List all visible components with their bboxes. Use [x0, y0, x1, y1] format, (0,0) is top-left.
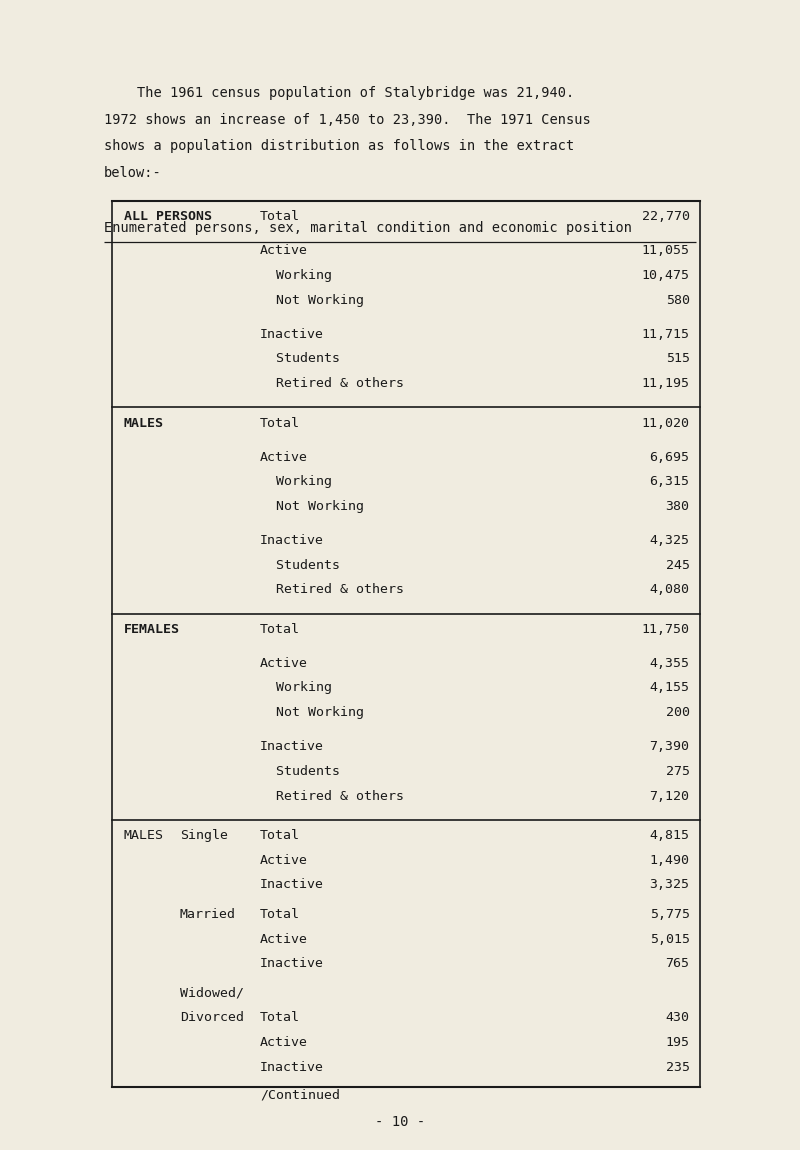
Text: 7,120: 7,120 [650, 790, 690, 803]
Text: ALL PERSONS: ALL PERSONS [124, 210, 212, 223]
Text: 200: 200 [666, 706, 690, 719]
Text: Working: Working [260, 475, 332, 489]
Text: 3,325: 3,325 [650, 879, 690, 891]
Text: Inactive: Inactive [260, 879, 324, 891]
Text: Active: Active [260, 1036, 308, 1049]
Text: Students: Students [260, 765, 340, 777]
Text: MALES: MALES [124, 416, 164, 430]
Text: Inactive: Inactive [260, 957, 324, 971]
Text: Total: Total [260, 623, 300, 636]
Text: Retired & others: Retired & others [260, 583, 404, 597]
Text: Active: Active [260, 451, 308, 463]
Text: 380: 380 [666, 500, 690, 513]
Text: Students: Students [260, 559, 340, 572]
Text: Retired & others: Retired & others [260, 377, 404, 390]
Text: Active: Active [260, 933, 308, 945]
Text: 11,715: 11,715 [642, 328, 690, 340]
Text: 4,815: 4,815 [650, 829, 690, 842]
Text: Not Working: Not Working [260, 293, 364, 307]
Text: 11,055: 11,055 [642, 245, 690, 258]
Text: Single: Single [180, 829, 228, 842]
Text: 22,770: 22,770 [642, 210, 690, 223]
Text: MALES: MALES [124, 829, 164, 842]
Text: Inactive: Inactive [260, 1060, 324, 1074]
Text: Not Working: Not Working [260, 706, 364, 719]
Text: The 1961 census population of Stalybridge was 21,940.: The 1961 census population of Stalybridg… [104, 86, 574, 100]
Text: 235: 235 [666, 1060, 690, 1074]
Text: Inactive: Inactive [260, 328, 324, 340]
Text: 580: 580 [666, 293, 690, 307]
Text: 245: 245 [666, 559, 690, 572]
Text: - 10 -: - 10 - [375, 1116, 425, 1129]
Text: 4,325: 4,325 [650, 534, 690, 547]
Text: Students: Students [260, 352, 340, 366]
Text: Total: Total [260, 416, 300, 430]
Text: shows a population distribution as follows in the extract: shows a population distribution as follo… [104, 139, 574, 153]
Text: /Continued: /Continued [260, 1088, 340, 1102]
Text: 11,195: 11,195 [642, 377, 690, 390]
Text: Active: Active [260, 853, 308, 867]
Text: 195: 195 [666, 1036, 690, 1049]
Text: Working: Working [260, 682, 332, 695]
Text: 4,155: 4,155 [650, 682, 690, 695]
Text: 430: 430 [666, 1011, 690, 1025]
Text: 7,390: 7,390 [650, 741, 690, 753]
Text: Enumerated persons, sex, marital condition and economic position: Enumerated persons, sex, marital conditi… [104, 221, 632, 235]
Text: 11,750: 11,750 [642, 623, 690, 636]
Text: FEMALES: FEMALES [124, 623, 180, 636]
Text: below:-: below:- [104, 166, 162, 179]
Text: Married: Married [180, 907, 236, 921]
Text: Divorced: Divorced [180, 1011, 244, 1025]
Text: 6,695: 6,695 [650, 451, 690, 463]
Text: 4,080: 4,080 [650, 583, 690, 597]
Text: 1972 shows an increase of 1,450 to 23,390.  The 1971 Census: 1972 shows an increase of 1,450 to 23,39… [104, 113, 590, 126]
Text: 765: 765 [666, 957, 690, 971]
Text: Retired & others: Retired & others [260, 790, 404, 803]
Text: Total: Total [260, 1011, 300, 1025]
Text: Working: Working [260, 269, 332, 282]
Text: Inactive: Inactive [260, 534, 324, 547]
Text: Active: Active [260, 657, 308, 669]
Text: Total: Total [260, 829, 300, 842]
Text: Total: Total [260, 907, 300, 921]
Text: 5,775: 5,775 [650, 907, 690, 921]
Text: 4,355: 4,355 [650, 657, 690, 669]
Text: 10,475: 10,475 [642, 269, 690, 282]
Text: 275: 275 [666, 765, 690, 777]
Text: 5,015: 5,015 [650, 933, 690, 945]
Text: Not Working: Not Working [260, 500, 364, 513]
Text: Widowed/: Widowed/ [180, 987, 244, 999]
Text: 515: 515 [666, 352, 690, 366]
Text: 6,315: 6,315 [650, 475, 690, 489]
Text: 11,020: 11,020 [642, 416, 690, 430]
Text: Active: Active [260, 245, 308, 258]
Text: Inactive: Inactive [260, 741, 324, 753]
Text: 1,490: 1,490 [650, 853, 690, 867]
Text: Total: Total [260, 210, 300, 223]
